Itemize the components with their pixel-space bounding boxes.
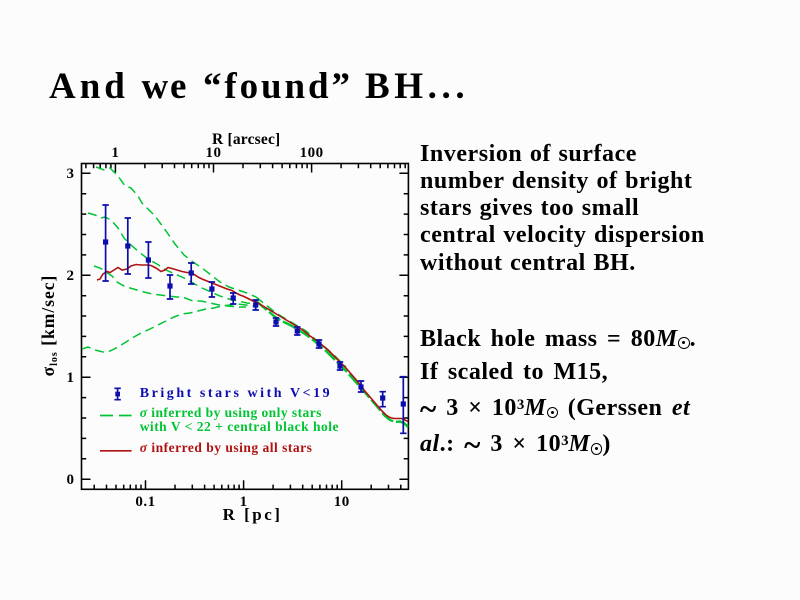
svg-text:3: 3: [67, 166, 75, 182]
svg-text:R [arcsec]: R [arcsec]: [212, 131, 280, 148]
svg-text:σlos [km/sec]: σlos [km/sec]: [38, 275, 60, 377]
svg-text:100: 100: [300, 145, 324, 161]
svg-text:0: 0: [67, 472, 75, 488]
svg-text:σ inferred by using only stars: σ inferred by using only stars: [140, 405, 322, 420]
svg-text:R [pc]: R [pc]: [223, 505, 283, 524]
svg-text:1: 1: [111, 145, 119, 161]
svg-text:1: 1: [67, 370, 75, 386]
svg-text:σ inferred by using all stars: σ inferred by using all stars: [140, 440, 313, 455]
svg-text:Bright stars with V<19: Bright stars with V<19: [140, 386, 333, 401]
svg-text:2: 2: [67, 268, 75, 284]
svg-text:10: 10: [206, 145, 222, 161]
svg-text:0.1: 0.1: [135, 494, 155, 510]
svg-text:10: 10: [334, 494, 350, 510]
svg-text:1: 1: [240, 494, 248, 510]
svg-text:with V < 22 + central black ho: with V < 22 + central black hole: [140, 419, 339, 434]
